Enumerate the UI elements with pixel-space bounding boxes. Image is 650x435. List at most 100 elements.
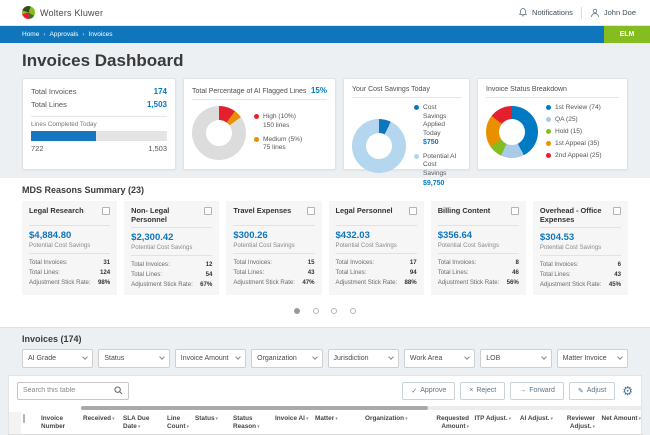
total-lines-value: 1,503 (146, 99, 167, 109)
mds-card-amount-label: Potential Cost Savings (335, 241, 417, 254)
total-lines-label: Total Lines (31, 99, 67, 109)
top-header: Wolters Kluwer Notifications John Doe (0, 0, 650, 26)
mds-card-amount-label: Potential Cost Savings (29, 241, 111, 254)
col-sla-due-date[interactable]: SLA Due Date (121, 411, 165, 435)
mds-card-checkbox[interactable] (102, 207, 111, 215)
mds-card-travel-expenses: Travel Expenses $300.26 Potential Cost S… (226, 201, 322, 295)
col-requested-amount[interactable]: Requested Amount (417, 411, 471, 435)
col-itp-adjust[interactable]: ITP Adjust. (471, 411, 513, 435)
total-invoices-value: 174 (153, 87, 167, 96)
breadcrumb: Home › Approvals › Invoices ELM (0, 26, 650, 43)
user-menu[interactable]: John Doe (590, 8, 636, 18)
forward-button[interactable]: → Forward (510, 381, 564, 400)
breadcrumb-approvals[interactable]: Approvals (49, 31, 79, 38)
mds-card-checkbox[interactable] (613, 207, 622, 215)
col-status[interactable]: Status (193, 411, 231, 435)
col-invoice-ai[interactable]: Invoice AI (273, 411, 313, 435)
mds-card-non-legal-personnel: Non- Legal Personnel $2,300.42 Potential… (124, 201, 220, 295)
mds-card-title: Legal Personnel (335, 206, 393, 215)
legend-dot (546, 153, 551, 159)
cost-savings-title: Your Cost Savings Today (352, 86, 430, 93)
progress-fill (31, 130, 97, 141)
approve-button[interactable]: ✓ Approve (402, 381, 456, 400)
invoices-table: Invoice Number Received SLA Due Date Lin… (9, 411, 643, 435)
cost-savings-donut-chart (352, 119, 406, 174)
invoices-table-panel: ✓Approve ×Reject →Forward ✎Adjust ⚙ Invo… (8, 374, 643, 435)
mds-card-billing-content: Billing Content $356.64 Potential Cost S… (430, 201, 526, 295)
filter-status[interactable]: Status (98, 348, 170, 368)
cost-savings-card: Your Cost Savings Today Cost Savings Appl… (343, 78, 470, 187)
totals-card: Total Invoices 174 Total Lines 1,503 Lin… (22, 78, 176, 170)
mds-card-checkbox[interactable] (306, 207, 315, 215)
legend-dot (254, 114, 259, 120)
col-status-reason[interactable]: Status Reason (231, 411, 273, 435)
breadcrumb-invoices[interactable]: Invoices (88, 31, 113, 38)
table-search[interactable] (17, 381, 129, 400)
potential-savings-amount: $9,750 (423, 179, 445, 187)
col-received[interactable]: Received (81, 411, 121, 435)
breadcrumb-separator: › (82, 31, 85, 38)
filter-jurisdiction[interactable]: Jurisdiction (327, 348, 399, 368)
mds-card-checkbox[interactable] (510, 207, 519, 215)
filter-organization[interactable]: Organization (251, 348, 323, 368)
mds-card-title: Overhead - Office Expenses (539, 206, 602, 224)
gutter-column (9, 411, 21, 435)
col-line-count[interactable]: Line Count (165, 411, 193, 435)
col-organization[interactable]: Organization (363, 411, 417, 435)
user-name: John Doe (603, 8, 636, 17)
mds-card-legal-personnel: Legal Personnel $432.03 Potential Cost S… (328, 201, 424, 295)
mds-card-title: Billing Content (437, 206, 491, 215)
ai-flagged-percent: 15% (310, 86, 327, 95)
search-input[interactable] (23, 387, 114, 395)
carousel-dot-4[interactable] (349, 307, 356, 314)
notifications-button[interactable]: Notifications (518, 7, 573, 18)
chevron-down-icon (388, 354, 394, 361)
col-invoice-number: Invoice Number (39, 411, 81, 435)
chevron-down-icon (617, 354, 623, 361)
select-all-checkbox[interactable] (23, 413, 25, 423)
mds-card-title: Legal Research (29, 206, 84, 215)
mds-card-overhead-office: Overhead - Office Expenses $304.53 Poten… (532, 201, 629, 295)
legend-dot (254, 136, 259, 142)
filter-invoice-amount[interactable]: Invoice Amount (174, 348, 247, 368)
reject-button[interactable]: × Reject (460, 381, 506, 400)
mds-card-legal-research: Legal Research $4,884.80 Potential Cost … (22, 201, 118, 295)
scrollbar-thumb[interactable] (81, 405, 429, 410)
legend-dot (546, 141, 551, 147)
table-header-row: Invoice Number Received SLA Due Date Lin… (9, 411, 643, 435)
mds-card-amount: $356.64 (437, 230, 473, 241)
legend-item-high: High (10%) 150 lines (254, 113, 302, 130)
bell-icon (519, 8, 528, 17)
lines-completed-progressbar (31, 130, 167, 141)
carousel-dot-1[interactable] (294, 307, 301, 314)
legend-dot (414, 105, 419, 110)
wolters-kluwer-logo-icon (22, 6, 35, 19)
col-ai-adjust[interactable]: AI Adjust. (513, 411, 555, 435)
table-settings-gear-icon[interactable]: ⚙ (622, 383, 633, 398)
chevron-down-icon (158, 354, 165, 361)
mds-card-amount-label: Potential Cost Savings (437, 241, 519, 254)
breadcrumb-home[interactable]: Home (22, 31, 40, 38)
card-divider (31, 115, 167, 117)
legend-item-1st-appeal: 1st Appeal (35) (546, 140, 602, 149)
mds-section-title: MDS Reasons Summary (23) (22, 185, 145, 195)
filter-work-area[interactable]: Work Area (403, 348, 476, 368)
ai-flagged-title: Total Percentage of AI Flagged Lines (192, 88, 307, 95)
filter-matter-invoice[interactable]: Matter Invoice (556, 348, 628, 368)
ai-flagged-donut-chart (192, 106, 246, 160)
pencil-icon: ✎ (577, 387, 584, 395)
adjust-button[interactable]: ✎ Adjust (568, 381, 616, 400)
select-all-cell (21, 411, 39, 435)
mds-card-checkbox[interactable] (408, 207, 417, 215)
mds-card-checkbox[interactable] (204, 207, 213, 215)
col-matter[interactable]: Matter (313, 411, 363, 435)
carousel-dot-2[interactable] (312, 307, 319, 314)
filter-ai-grade[interactable]: AI Grade (22, 348, 94, 368)
col-net-amount[interactable]: Net Amount (597, 411, 643, 435)
progress-current: 722 (31, 143, 44, 153)
col-reviewer-adjust[interactable]: Reviewer Adjust. (555, 411, 597, 435)
progress-total: 1,503 (148, 143, 167, 153)
filter-lob[interactable]: LOB (480, 348, 552, 368)
carousel-dot-3[interactable] (331, 307, 338, 314)
table-toolbar: ✓Approve ×Reject →Forward ✎Adjust ⚙ (9, 376, 641, 406)
